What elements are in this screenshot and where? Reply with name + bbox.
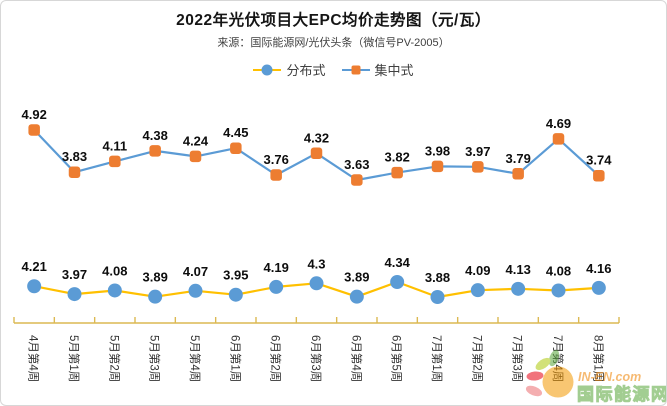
data-point-marker	[512, 168, 524, 180]
data-label: 4.38	[143, 128, 168, 143]
data-label: 4.21	[22, 259, 47, 274]
data-point-marker	[390, 275, 405, 289]
logo-petal	[535, 357, 551, 371]
data-point-marker	[472, 161, 484, 173]
x-axis-label: 5月第2周	[107, 335, 121, 382]
x-axis-label: 5月第1周	[67, 335, 81, 382]
logo-petal	[548, 349, 560, 367]
watermark-name: 国际能源网	[577, 384, 667, 404]
data-label: 3.88	[425, 270, 450, 285]
data-point-marker	[68, 166, 81, 178]
x-axis-label: 6月第4周	[349, 335, 363, 382]
legend-item-distributed: 分布式	[253, 60, 326, 79]
data-label: 4.24	[183, 133, 209, 148]
data-label: 4.08	[102, 263, 127, 278]
x-axis-label: 5月第4周	[188, 335, 202, 382]
data-label: 4.69	[546, 116, 571, 131]
data-point-marker	[430, 290, 445, 304]
x-axis-label: 6月第5周	[390, 335, 404, 382]
chart-legend: 分布式 集中式	[1, 60, 666, 79]
logo-sun	[542, 366, 574, 398]
data-label: 3.76	[264, 152, 289, 167]
x-axis-labels: 4月第4周 5月第1周 5月第2周 5月第3周 5月第4周 6月第1周 6月第2周 6月第3周…	[27, 335, 606, 382]
x-axis-label: 6月第3周	[309, 335, 323, 382]
watermark-site: IN-EN.com	[578, 370, 641, 384]
data-point-marker	[351, 174, 363, 186]
data-label: 3.79	[506, 151, 531, 166]
data-label: 4.09	[465, 263, 490, 278]
chart-title: 2022年光伏项目大EPC均价走势图（元/瓦）	[176, 12, 491, 29]
data-point-marker	[591, 280, 606, 295]
x-axis-label: 7月第1周	[430, 335, 444, 382]
data-point-marker	[28, 124, 40, 136]
data-label: 3.89	[143, 270, 168, 285]
data-label: 4.3	[307, 256, 325, 271]
data-point-marker	[228, 287, 243, 302]
x-axis	[13, 317, 620, 324]
data-label: 3.83	[62, 149, 87, 164]
data-point-marker	[230, 142, 242, 154]
chart-source: 来源：国际能源网/光伏头条（微信号PV-2005）	[217, 37, 450, 49]
data-point-marker	[149, 145, 161, 157]
data-point-marker	[552, 133, 565, 145]
data-point-marker	[391, 166, 403, 179]
x-axis-label: 6月第1周	[228, 335, 242, 382]
series-distributed: 4.21 3.97 4.08 3.89 4.07 3.95 4.19 4.3 3.89 4.34 3…	[22, 255, 611, 304]
x-axis-label: 4月第4周	[27, 335, 41, 382]
data-point-marker	[593, 169, 605, 182]
data-point-marker	[270, 169, 282, 181]
legend-item-centralized: 集中式	[341, 60, 414, 79]
data-label: 4.13	[506, 262, 531, 277]
legend-label-centralized: 集中式	[374, 63, 414, 78]
data-label: 4.08	[546, 263, 571, 278]
data-point-marker	[148, 289, 163, 304]
data-label: 4.16	[586, 261, 611, 276]
data-label: 4.32	[304, 130, 329, 145]
data-label: 3.95	[223, 268, 248, 283]
data-label: 3.63	[344, 157, 369, 172]
data-label: 3.98	[425, 143, 450, 158]
data-point-marker	[309, 276, 324, 291]
data-label: 3.74	[586, 153, 612, 168]
centralized-series-marker-icon	[341, 63, 370, 77]
data-point-marker	[431, 160, 444, 173]
data-point-marker	[107, 283, 122, 298]
logo-petal	[526, 371, 544, 381]
data-point-marker	[349, 289, 364, 304]
distributed-series-marker-icon	[253, 63, 282, 77]
data-label: 4.34	[385, 255, 411, 270]
data-point-marker	[470, 283, 485, 298]
data-point-marker	[310, 147, 323, 160]
data-label: 3.82	[385, 150, 410, 165]
data-label: 4.92	[22, 107, 47, 122]
data-label: 4.11	[103, 138, 128, 153]
logo-petal	[525, 385, 543, 397]
data-point-marker	[27, 279, 42, 294]
data-label: 4.45	[223, 125, 248, 140]
data-point-marker	[67, 287, 82, 302]
data-point-marker	[511, 281, 526, 296]
series-centralized: 4.92 3.83 4.11 4.38 4.24 4.45 3.76 4.32 3.63 3.82…	[22, 107, 612, 186]
data-point-marker	[189, 150, 202, 163]
x-axis-label: 8月第1周	[591, 335, 605, 382]
data-point-marker	[269, 279, 284, 294]
data-label: 3.89	[344, 270, 369, 285]
data-point-marker	[109, 155, 121, 168]
data-label: 3.97	[465, 144, 490, 159]
data-point-marker	[188, 283, 203, 298]
legend-label-distributed: 分布式	[286, 63, 326, 78]
x-axis-label: 5月第3周	[148, 335, 162, 382]
data-label: 4.07	[183, 264, 208, 279]
data-label: 3.97	[62, 267, 87, 282]
data-label: 4.19	[264, 260, 289, 275]
x-axis-label: 7月第3周	[511, 335, 525, 382]
x-axis-label: 7月第2周	[470, 335, 484, 382]
data-point-marker	[551, 283, 566, 298]
x-axis-label: 6月第2周	[269, 335, 283, 382]
